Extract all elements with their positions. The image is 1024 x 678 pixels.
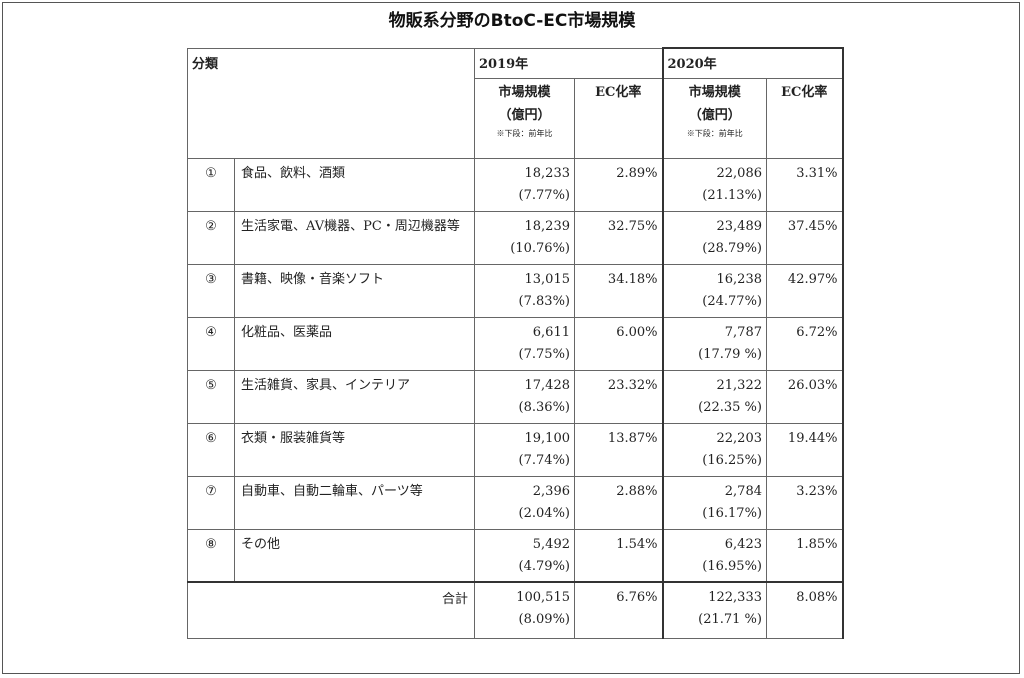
row-index: ⑥ <box>187 422 235 477</box>
total-ec-rate-2019: 6.76% <box>574 581 663 639</box>
ec-rate-2019: 2.88% <box>574 475 663 530</box>
ec-rate-2019: 6.00% <box>574 316 663 371</box>
table-row: ⑥ 衣類・服装雑貨等 19,100 (7.74%) 13.87% 22,203 (1… <box>187 422 844 477</box>
total-label: 合計 <box>187 581 475 639</box>
table-row: ⑦ 自動車、自動二輪車、パーツ等 2,396 (2.04%) 2.88% 2,78… <box>187 475 844 530</box>
ec-rate-2020: 6.72% <box>766 316 844 371</box>
market-size-2020-header: 市場規模 （億円） ※下段：前年比 <box>661 77 767 159</box>
row-name: 衣類・服装雑貨等 <box>234 422 475 477</box>
ec-rate-2019: 34.18% <box>574 263 663 318</box>
value-2019: 2,396 (2.04%) <box>474 475 575 530</box>
value-2020: 23,489 (28.79%) <box>661 210 767 265</box>
table-row: ④ 化粧品、医薬品 6,611 (7.75%) 6.00% 7,787 (17.79… <box>187 316 844 371</box>
market-size-2019-header: 市場規模 （億円） ※下段：前年比 <box>474 77 575 159</box>
row-index: ② <box>187 210 235 265</box>
value-2020: 7,787 (17.79 %) <box>661 316 767 371</box>
ec-market-table: 分類 2019年 2020年 市場規模 （億円） ※下段：前年比 EC化率 市場規… <box>187 47 844 639</box>
ec-rate-2020: 3.31% <box>766 157 844 212</box>
ec-rate-2020: 42.97% <box>766 263 844 318</box>
value-2019: 5,492 (4.79%) <box>474 528 575 583</box>
row-index: ⑤ <box>187 369 235 424</box>
table-row: ② 生活家電、AV機器、PC・周辺機器等 18,239 (10.76%) 32.7… <box>187 210 844 265</box>
ec-rate-2019: 1.54% <box>574 528 663 583</box>
ec-rate-2019: 2.89% <box>574 157 663 212</box>
row-name: 化粧品、医薬品 <box>234 316 475 371</box>
table-row: ③ 書籍、映像・音楽ソフト 13,015 (7.83%) 34.18% 16,23… <box>187 263 844 318</box>
row-name: 書籍、映像・音楽ソフト <box>234 263 475 318</box>
value-2020: 22,086 (21.13%) <box>661 157 767 212</box>
year-2020-header: 2020年 <box>661 47 844 79</box>
ec-rate-2019: 32.75% <box>574 210 663 265</box>
row-name: 生活家電、AV機器、PC・周辺機器等 <box>234 210 475 265</box>
ec-rate-2020: 1.85% <box>766 528 844 583</box>
ec-rate-2020: 37.45% <box>766 210 844 265</box>
value-2020: 22,203 (16.25%) <box>661 422 767 477</box>
value-2019: 13,015 (7.83%) <box>474 263 575 318</box>
ec-rate-2019: 13.87% <box>574 422 663 477</box>
category-header: 分類 <box>187 47 475 159</box>
total-ec-rate-2020: 8.08% <box>766 581 844 639</box>
value-2020: 2,784 (16.17%) <box>661 475 767 530</box>
ec-rate-2020: 19.44% <box>766 422 844 477</box>
row-index: ⑧ <box>187 528 235 583</box>
row-index: ③ <box>187 263 235 318</box>
total-value-2020: 122,333 (21.71 %) <box>661 581 767 639</box>
page-title: 物販系分野のBtoC-EC市場規模 <box>388 11 636 31</box>
ec-rate-2019-header: EC化率 <box>574 77 663 159</box>
value-2020: 16,238 (24.77%) <box>661 263 767 318</box>
row-index: ④ <box>187 316 235 371</box>
total-value-2019: 100,515 (8.09%) <box>474 581 575 639</box>
value-2019: 18,233 (7.77%) <box>474 157 575 212</box>
ec-rate-2020-header: EC化率 <box>766 77 844 159</box>
table-row: ⑤ 生活雑貨、家具、インテリア 17,428 (8.36%) 23.32% 21,… <box>187 369 844 424</box>
row-name: 食品、飲料、酒類 <box>234 157 475 212</box>
value-2020: 21,322 (22.35 %) <box>661 369 767 424</box>
ec-rate-2020: 3.23% <box>766 475 844 530</box>
ec-rate-2020: 26.03% <box>766 369 844 424</box>
row-name: その他 <box>234 528 475 583</box>
value-2019: 19,100 (7.74%) <box>474 422 575 477</box>
row-name: 生活雑貨、家具、インテリア <box>234 369 475 424</box>
row-name: 自動車、自動二輪車、パーツ等 <box>234 475 475 530</box>
ec-rate-2019: 23.32% <box>574 369 663 424</box>
year-2019-header: 2019年 <box>474 47 663 79</box>
table-row: ⑧ その他 5,492 (4.79%) 1.54% 6,423 (16.95%) 1… <box>187 528 844 583</box>
value-2019: 18,239 (10.76%) <box>474 210 575 265</box>
row-index: ① <box>187 157 235 212</box>
value-2019: 6,611 (7.75%) <box>474 316 575 371</box>
row-index: ⑦ <box>187 475 235 530</box>
total-row: 合計 100,515 (8.09%) 6.76% 122,333 (21.71 %)… <box>187 581 844 639</box>
table-row: ① 食品、飲料、酒類 18,233 (7.77%) 2.89% 22,086 (21… <box>187 157 844 212</box>
value-2019: 17,428 (8.36%) <box>474 369 575 424</box>
value-2020: 6,423 (16.95%) <box>661 528 767 583</box>
